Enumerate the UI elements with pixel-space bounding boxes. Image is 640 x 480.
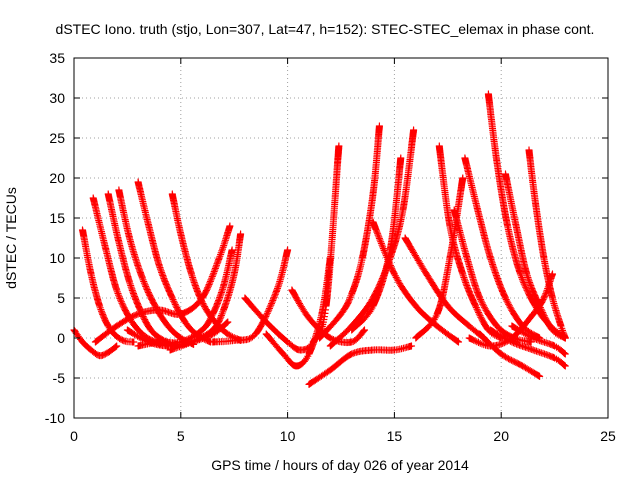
x-tick-label: 25 — [600, 428, 616, 444]
series-2 — [89, 194, 172, 350]
series-markers — [508, 322, 569, 358]
series-3 — [104, 190, 181, 348]
axis-ticks: 0 5 10 15 20 25 -10 -5 0 5 10 15 20 25 30 35 — [45, 50, 616, 444]
y-axis-label: dSTEC / TECUs — [3, 187, 19, 289]
series-4 — [115, 186, 198, 348]
y-tick-label: -10 — [45, 410, 65, 426]
series-markers — [316, 122, 383, 342]
series-30 — [486, 326, 569, 370]
x-tick-label: 5 — [177, 428, 185, 444]
series-markers — [123, 318, 232, 350]
y-tick-label: 10 — [49, 250, 65, 266]
series-1 — [78, 226, 138, 346]
series-markers — [104, 190, 181, 348]
series-10 — [123, 318, 232, 350]
series-markers — [476, 330, 544, 380]
series-markers — [435, 142, 505, 342]
y-tick-label: 15 — [49, 210, 65, 226]
series-markers — [78, 226, 138, 346]
y-tick-label: 25 — [49, 130, 65, 146]
y-tick-label: 30 — [49, 90, 65, 106]
series-13 — [241, 142, 343, 354]
x-tick-label: 10 — [280, 428, 296, 444]
series-7 — [91, 222, 234, 346]
y-tick-label: 35 — [49, 50, 65, 66]
y-tick-label: 5 — [57, 290, 65, 306]
y-tick-label: 20 — [49, 170, 65, 186]
chart-title: dSTEC Iono. truth (stjo, Lon=307, Lat=47… — [56, 21, 595, 37]
series-15 — [305, 342, 416, 388]
series-markers — [115, 186, 198, 348]
x-tick-label: 20 — [493, 428, 509, 444]
y-tick-label: -5 — [53, 370, 66, 386]
series-22 — [435, 142, 505, 342]
series-markers — [486, 326, 569, 370]
x-tick-label: 15 — [387, 428, 403, 444]
x-axis-label: GPS time / hours of day 026 of year 2014 — [211, 457, 469, 473]
series-29 — [476, 330, 544, 380]
series-markers — [305, 342, 416, 388]
series-markers — [241, 142, 343, 354]
data-series — [70, 90, 569, 388]
x-tick-label: 0 — [70, 428, 78, 444]
y-tick-label: 0 — [57, 330, 65, 346]
plot-frame — [73, 57, 609, 419]
series-16 — [316, 122, 383, 342]
series-31 — [508, 322, 569, 358]
series-markers — [89, 194, 172, 350]
series-markers — [91, 222, 234, 346]
